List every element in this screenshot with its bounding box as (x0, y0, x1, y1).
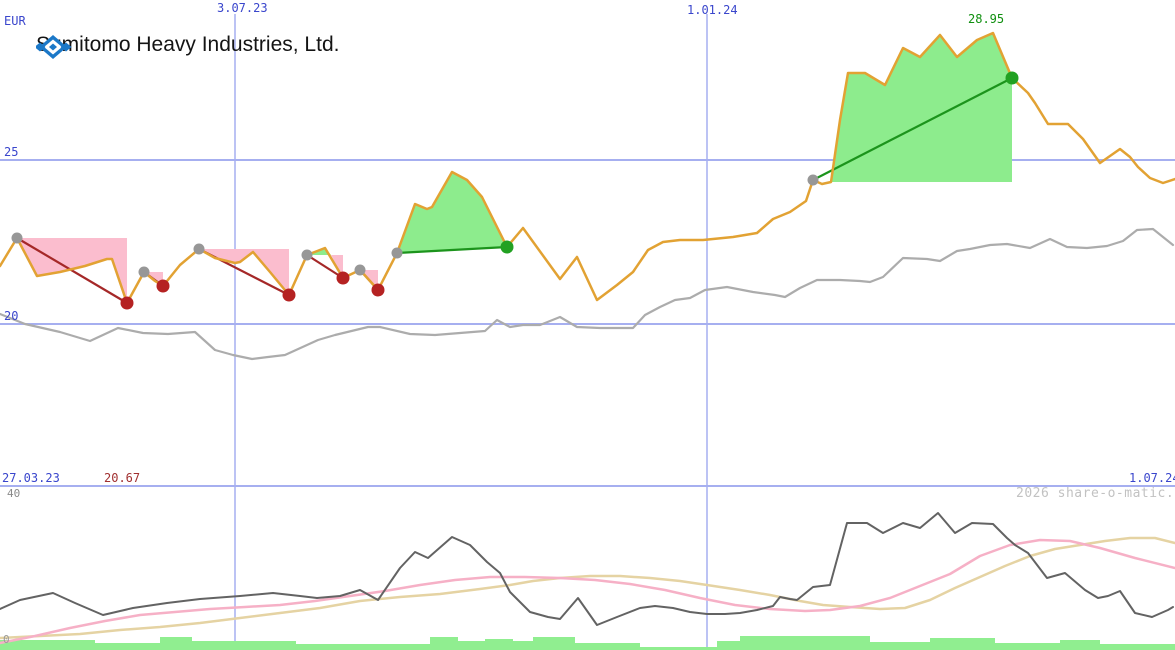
company-logo-icon (36, 35, 72, 59)
x-axis-tick-jul23: 3.07.23 (217, 1, 268, 15)
company-title: Sumitomo Heavy Industries, Ltd. (36, 33, 340, 56)
period-high-label: 28.95 (968, 12, 1005, 26)
period-low-label: 20.67 (104, 471, 141, 485)
y-axis-tick-20: 20 (4, 309, 19, 323)
indicator-scale-label: 40 (7, 487, 21, 500)
x-axis-tick-jan24: 1.01.24 (687, 3, 738, 17)
y-axis-tick-25: 25 (4, 145, 19, 159)
x-axis-start-date: 27.03.23 (2, 471, 60, 485)
currency-label: EUR (4, 14, 26, 28)
x-axis-end-date: 1.07.24 (1129, 471, 1175, 485)
volume-zero-label: 0 (3, 633, 10, 646)
chart-header: Sumitomo Heavy Industries, Ltd. (36, 33, 340, 59)
watermark: 2026 share-o-matic.com (1016, 486, 1175, 501)
